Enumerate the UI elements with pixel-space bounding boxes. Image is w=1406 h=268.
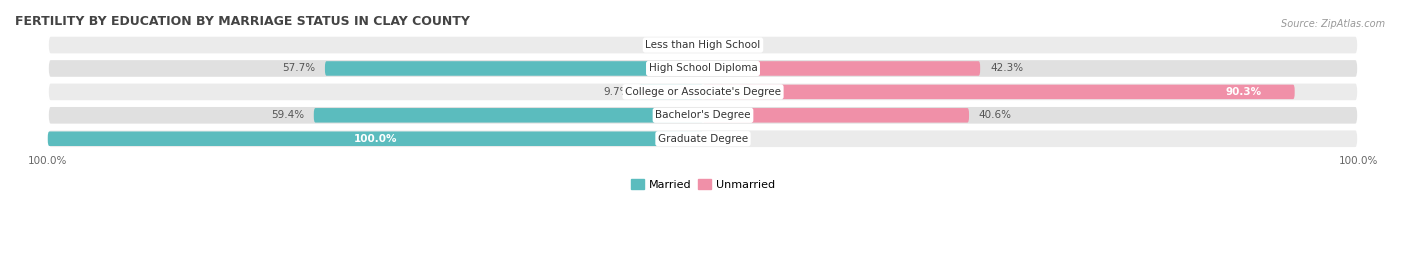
Text: 59.4%: 59.4% [271,110,304,120]
FancyBboxPatch shape [703,85,1295,99]
FancyBboxPatch shape [48,132,703,146]
FancyBboxPatch shape [640,85,703,99]
Text: 57.7%: 57.7% [283,64,315,73]
Text: 90.3%: 90.3% [1226,87,1263,97]
FancyBboxPatch shape [48,59,1358,78]
Text: Less than High School: Less than High School [645,40,761,50]
Text: College or Associate's Degree: College or Associate's Degree [626,87,780,97]
Text: FERTILITY BY EDUCATION BY MARRIAGE STATUS IN CLAY COUNTY: FERTILITY BY EDUCATION BY MARRIAGE STATU… [15,15,470,28]
Text: Graduate Degree: Graduate Degree [658,134,748,144]
FancyBboxPatch shape [314,108,703,122]
FancyBboxPatch shape [703,61,980,76]
FancyBboxPatch shape [325,61,703,76]
Text: 0.0%: 0.0% [666,40,693,50]
FancyBboxPatch shape [48,36,1358,54]
Text: 0.0%: 0.0% [713,134,740,144]
FancyBboxPatch shape [48,83,1358,101]
Text: 40.6%: 40.6% [979,110,1012,120]
Text: 100.0%: 100.0% [354,134,396,144]
Text: 42.3%: 42.3% [990,64,1024,73]
FancyBboxPatch shape [48,106,1358,125]
Legend: Married, Unmarried: Married, Unmarried [627,174,779,194]
Text: Bachelor's Degree: Bachelor's Degree [655,110,751,120]
Text: 0.0%: 0.0% [713,40,740,50]
Text: High School Diploma: High School Diploma [648,64,758,73]
Text: Source: ZipAtlas.com: Source: ZipAtlas.com [1281,19,1385,29]
Text: 9.7%: 9.7% [603,87,630,97]
FancyBboxPatch shape [703,108,969,122]
FancyBboxPatch shape [48,129,1358,148]
